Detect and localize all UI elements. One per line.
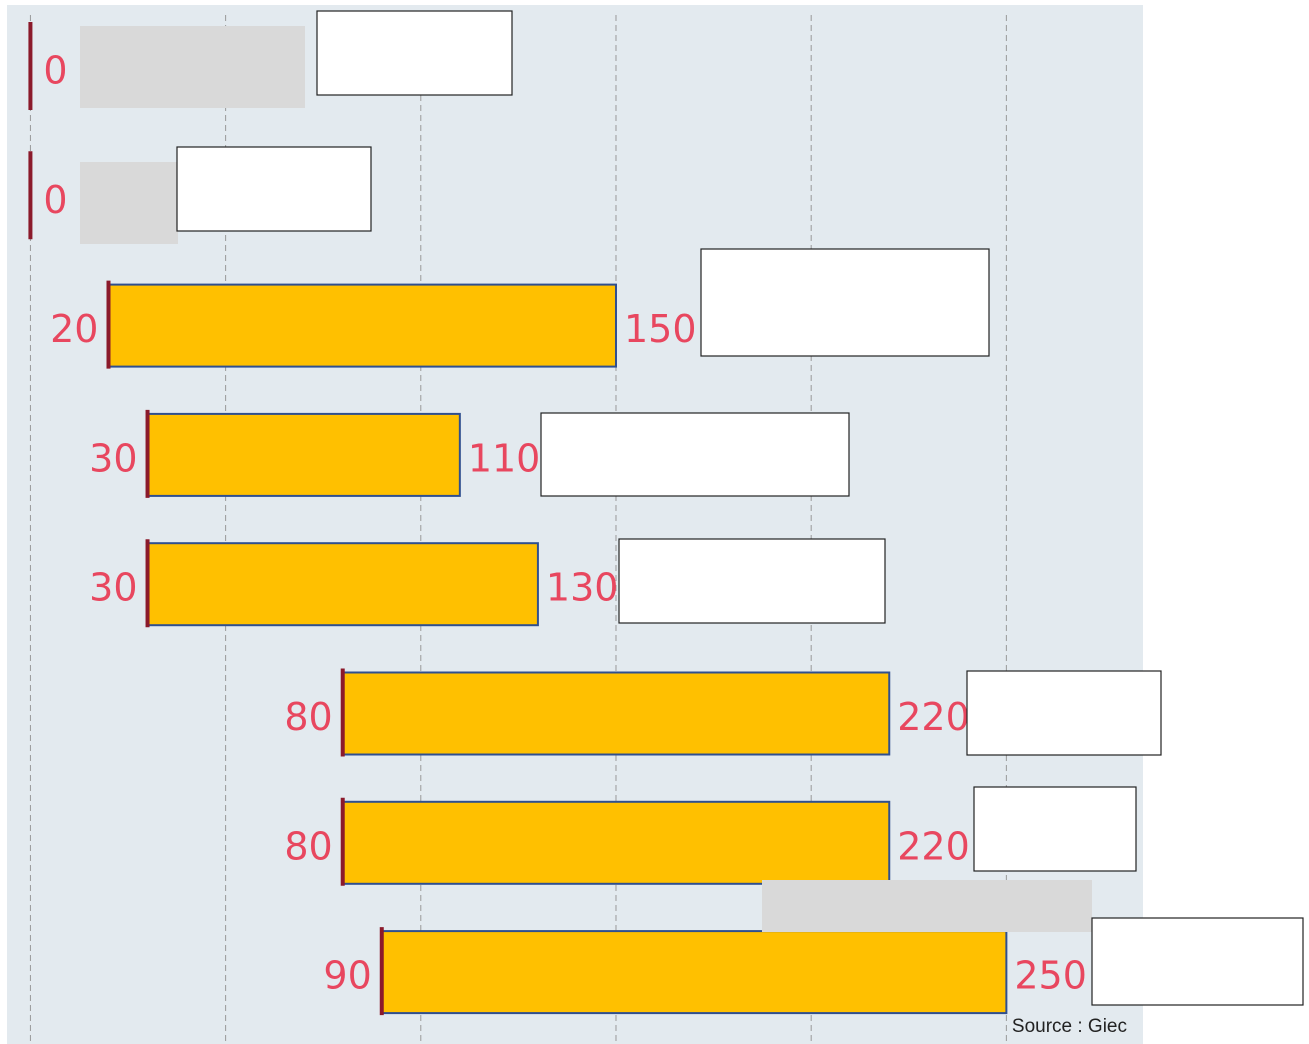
label-box (618, 538, 886, 624)
bar (146, 542, 539, 627)
high-label: 150 (624, 307, 697, 351)
high-label: 250 (1014, 954, 1087, 998)
label-box (540, 412, 850, 497)
high-label: 220 (897, 824, 970, 868)
label-box (1091, 917, 1304, 1006)
low-label: 0 (43, 49, 67, 93)
bar (146, 412, 461, 497)
high-label: 220 (897, 695, 970, 739)
low-label: 20 (50, 307, 98, 351)
low-label: 30 (89, 566, 137, 610)
placeholder (80, 162, 178, 244)
label-box (176, 146, 372, 232)
low-label: 90 (323, 954, 371, 998)
bar (341, 800, 891, 885)
label-box (966, 670, 1162, 756)
low-label: 0 (43, 178, 67, 222)
low-label: 80 (284, 824, 332, 868)
bars: 0 0 150 20 110 30 130 30 220 80 220 80 250 90 (28, 22, 1087, 1016)
low-label: 80 (284, 695, 332, 739)
label-box (973, 786, 1137, 872)
high-label: 110 (468, 436, 541, 480)
placeholder (762, 880, 1092, 932)
bar (107, 283, 617, 368)
redacted-labels (80, 10, 1304, 1006)
bar (380, 930, 1008, 1015)
source: Source : Giec (1012, 1016, 1127, 1037)
low-label: 30 (89, 436, 137, 480)
placeholder (80, 26, 305, 108)
bar (341, 671, 891, 756)
label-box (700, 248, 990, 357)
high-label: 130 (546, 566, 619, 610)
label-box (316, 10, 513, 96)
